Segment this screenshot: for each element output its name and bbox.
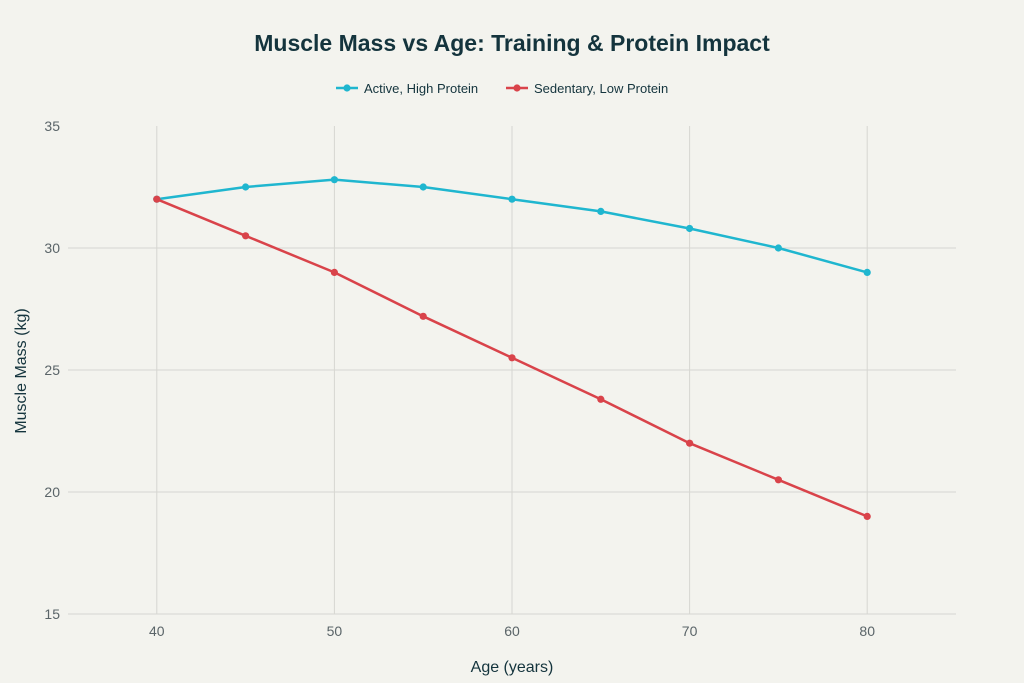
grid <box>68 126 956 615</box>
x-tick-label: 70 <box>682 623 698 639</box>
data-point[interactable] <box>597 207 605 215</box>
y-axis-label: Muscle Mass (kg) <box>13 308 30 433</box>
x-axis-label: Age (years) <box>471 659 554 676</box>
data-point[interactable] <box>774 244 783 252</box>
legend-swatch-marker <box>513 84 521 92</box>
legend: Active, High Protein Sedentary, Low Prote… <box>336 81 668 96</box>
y-axis-ticks: 15 20 25 30 35 <box>44 118 60 622</box>
data-point[interactable] <box>153 195 161 203</box>
legend-item[interactable]: Sedentary, Low Protein <box>506 81 668 96</box>
data-point[interactable] <box>774 476 783 484</box>
y-tick-label: 25 <box>44 362 60 378</box>
y-tick-label: 35 <box>44 118 60 134</box>
data-point[interactable] <box>419 312 427 320</box>
legend-label: Active, High Protein <box>364 81 478 96</box>
legend-item[interactable]: Active, High Protein <box>336 81 478 96</box>
y-tick-label: 30 <box>44 240 60 256</box>
legend-swatch-marker <box>343 84 351 92</box>
chart-title: Muscle Mass vs Age: Training & Protein I… <box>254 30 770 56</box>
x-tick-label: 80 <box>859 623 875 639</box>
data-point[interactable] <box>242 232 250 240</box>
x-tick-label: 50 <box>327 623 343 639</box>
y-tick-label: 20 <box>44 484 60 500</box>
series-2 <box>153 195 871 521</box>
data-point[interactable] <box>863 268 871 276</box>
x-axis-ticks: 40 50 60 70 80 <box>149 623 875 639</box>
data-point[interactable] <box>508 354 516 362</box>
data-point[interactable] <box>863 512 871 521</box>
data-point[interactable] <box>242 183 250 191</box>
data-point[interactable] <box>330 268 338 276</box>
data-point[interactable] <box>686 224 694 233</box>
data-point[interactable] <box>508 195 516 203</box>
x-tick-label: 40 <box>149 623 165 639</box>
data-point[interactable] <box>686 439 694 447</box>
x-tick-label: 60 <box>504 623 520 639</box>
data-point[interactable] <box>330 176 338 184</box>
series-group <box>153 176 871 521</box>
data-point[interactable] <box>419 183 427 191</box>
data-point[interactable] <box>597 395 605 403</box>
y-tick-label: 15 <box>44 606 60 622</box>
legend-label: Sedentary, Low Protein <box>534 81 668 96</box>
